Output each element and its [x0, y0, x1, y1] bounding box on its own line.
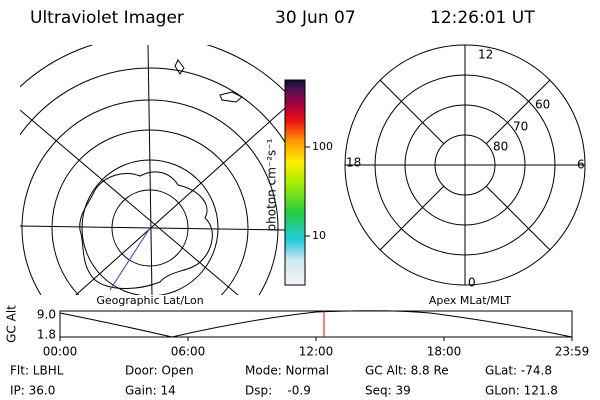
- y-tick-label: 9.0: [37, 308, 56, 322]
- colorbar-tick: 100: [312, 140, 333, 153]
- mlt-label: 18: [346, 156, 361, 170]
- info-field: GLon: 121.8: [485, 384, 558, 398]
- info-field: Flt: LBHL: [10, 364, 64, 378]
- colorbar: [284, 79, 306, 286]
- altitude-strip: [59, 310, 573, 338]
- panel-label: Apex MLat/MLT: [429, 294, 512, 307]
- info-field: GC Alt: 8.8 Re: [365, 364, 449, 378]
- panel-label: Geographic Lat/Lon: [96, 294, 203, 307]
- strip-axis-label: GC Alt: [5, 305, 19, 343]
- mlat-label: 70: [513, 120, 528, 134]
- time: 12:26:01 UT: [430, 8, 535, 28]
- x-tick-label: 12:00: [299, 345, 334, 359]
- info-field: Gain: 14: [125, 384, 176, 398]
- mlat-label: 60: [535, 98, 550, 112]
- date: 30 Jun 07: [275, 8, 356, 28]
- mlt-dial: [344, 44, 586, 286]
- x-tick-label: 06:00: [171, 345, 206, 359]
- x-tick-label: 00:00: [43, 345, 78, 359]
- colorbar-tick: 10: [312, 229, 326, 242]
- mlt-label: 12: [478, 48, 493, 62]
- info-field: IP: 36.0: [10, 384, 55, 398]
- geographic-map: [20, 45, 285, 295]
- mlt-label: 6: [577, 158, 585, 172]
- info-field: Seq: 39: [365, 384, 411, 398]
- mlat-label: 80: [493, 140, 508, 154]
- info-field: Dsp: -0.9: [245, 384, 311, 398]
- x-tick-label: 18:00: [427, 345, 462, 359]
- y-tick-label: 1.8: [37, 328, 56, 342]
- altitude-curve: [59, 310, 573, 338]
- colorbar-label: photon cm⁻²s⁻¹: [265, 138, 279, 231]
- info-field: GLat: -74.8: [485, 364, 552, 378]
- x-tick-label: 23:59: [555, 345, 590, 359]
- info-field: Mode: Normal: [245, 364, 329, 378]
- info-field: Door: Open: [125, 364, 194, 378]
- mlt-label: 0: [468, 276, 476, 290]
- instrument: Ultraviolet Imager: [30, 8, 184, 28]
